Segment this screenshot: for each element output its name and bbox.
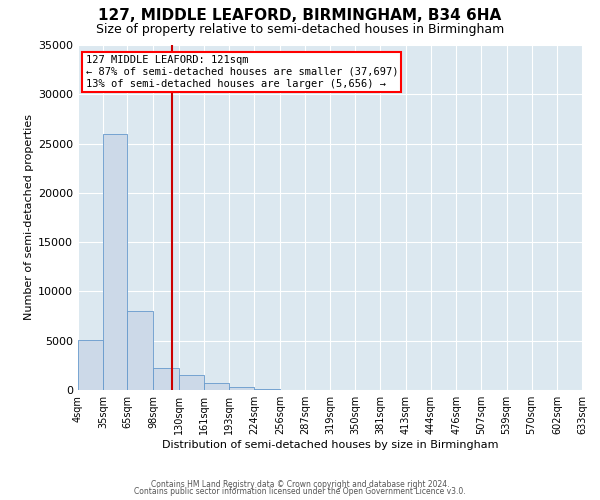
Bar xyxy=(179,375,204,390)
Text: Size of property relative to semi-detached houses in Birmingham: Size of property relative to semi-detach… xyxy=(96,22,504,36)
Bar xyxy=(154,368,179,390)
Bar xyxy=(229,387,254,390)
Bar xyxy=(127,311,154,390)
Text: Contains HM Land Registry data © Crown copyright and database right 2024.: Contains HM Land Registry data © Crown c… xyxy=(151,480,449,489)
Bar xyxy=(103,134,127,390)
Bar xyxy=(78,340,103,390)
Text: 127 MIDDLE LEAFORD: 121sqm
← 87% of semi-detached houses are smaller (37,697)
13: 127 MIDDLE LEAFORD: 121sqm ← 87% of semi… xyxy=(86,56,398,88)
Text: 127, MIDDLE LEAFORD, BIRMINGHAM, B34 6HA: 127, MIDDLE LEAFORD, BIRMINGHAM, B34 6HA xyxy=(98,8,502,22)
Y-axis label: Number of semi-detached properties: Number of semi-detached properties xyxy=(24,114,34,320)
Bar xyxy=(254,389,280,390)
Bar xyxy=(204,383,229,390)
Text: Contains public sector information licensed under the Open Government Licence v3: Contains public sector information licen… xyxy=(134,487,466,496)
X-axis label: Distribution of semi-detached houses by size in Birmingham: Distribution of semi-detached houses by … xyxy=(162,440,498,450)
